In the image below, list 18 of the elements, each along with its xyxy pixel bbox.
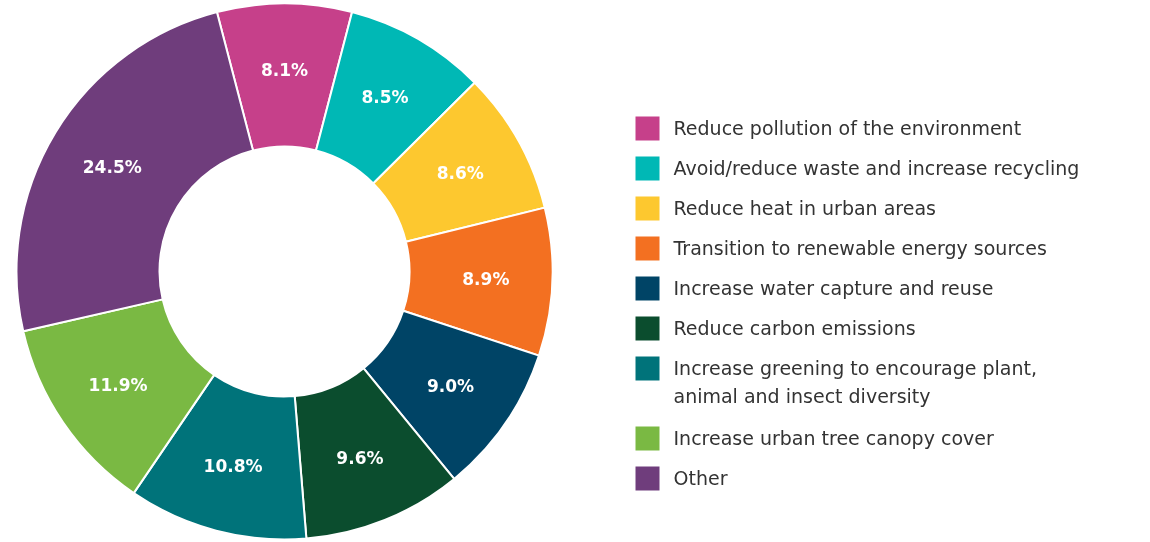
legend-label: Reduce pollution of the environment xyxy=(673,116,1022,139)
legend-label: Avoid/reduce waste and increase recycling xyxy=(673,156,1080,179)
data-label: 8.9% xyxy=(462,269,510,290)
data-label: 10.8% xyxy=(203,456,263,477)
legend-label: Increase water capture and reuse xyxy=(673,276,994,299)
data-label: 11.9% xyxy=(88,375,148,396)
data-label: 8.5% xyxy=(361,86,409,107)
data-label: 9.6% xyxy=(336,448,384,469)
legend-label: Transition to renewable energy sources xyxy=(672,236,1047,259)
legend-label: Increase urban tree canopy cover xyxy=(673,426,994,449)
legend-label: Increase greening to encourage plant, animal and insect diversity xyxy=(673,356,1037,408)
legend-label: Reduce heat in urban areas xyxy=(673,196,936,219)
legend-label: Other xyxy=(673,466,728,489)
legend-label: Reduce carbon emissions xyxy=(673,316,916,339)
data-label: 24.5% xyxy=(82,156,142,177)
data-label: 8.1% xyxy=(260,60,309,80)
data-label: 9.0% xyxy=(426,375,475,396)
data-label: 8.6% xyxy=(436,162,484,183)
